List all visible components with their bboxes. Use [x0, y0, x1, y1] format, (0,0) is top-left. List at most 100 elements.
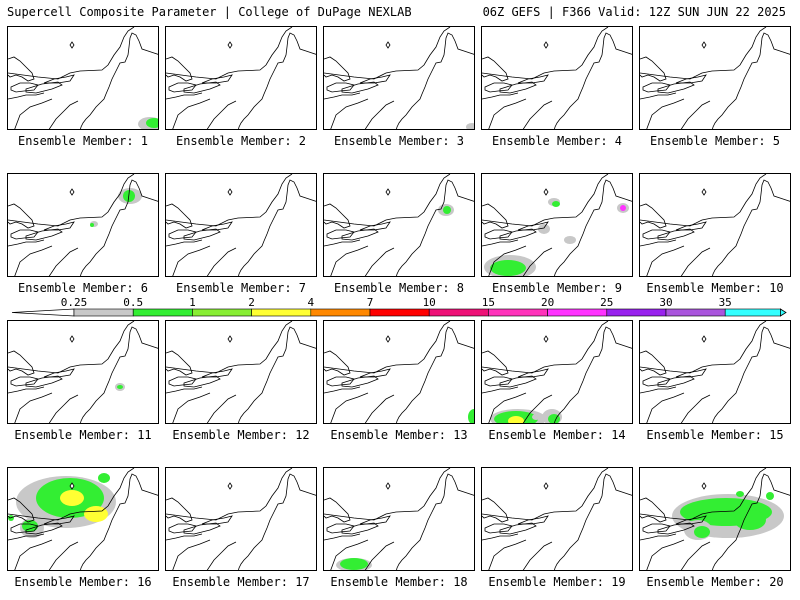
legend-tick-label: 25	[600, 296, 614, 309]
member-map-canvas	[640, 27, 790, 129]
map-outline	[10, 523, 39, 534]
map-outline	[8, 386, 45, 394]
ensemble-member-caption: Ensemble Member: 2	[165, 134, 317, 148]
map-outline	[8, 321, 135, 374]
scp-contour-fill	[490, 260, 526, 276]
member-map-panel	[481, 173, 633, 277]
member-map-canvas	[8, 468, 158, 570]
station-marker-icon	[385, 482, 391, 490]
legend-tick-label: 0.5	[123, 296, 144, 309]
member-map-canvas	[166, 321, 316, 423]
member-number: 12	[295, 428, 310, 442]
map-outline	[554, 32, 632, 129]
map-outline	[326, 523, 355, 534]
member-map-canvas	[324, 321, 474, 423]
map-outline	[80, 326, 158, 423]
station-marker-icon	[543, 335, 549, 343]
map-outline	[640, 239, 677, 247]
ensemble-member-caption: Ensemble Member: 12	[165, 428, 317, 442]
member-number: 7	[298, 281, 307, 295]
scp-contour-fill	[84, 506, 108, 522]
map-outline	[675, 74, 707, 84]
map-outline	[324, 56, 351, 82]
member-number: 15	[769, 428, 784, 442]
map-outline	[326, 376, 355, 387]
member-map-panel	[481, 26, 633, 130]
map-outline	[341, 228, 379, 241]
ensemble-member-caption: Ensemble Member: 1	[7, 134, 159, 148]
station-marker-icon	[69, 188, 75, 196]
map-outline	[364, 394, 395, 423]
caption-prefix: Ensemble Member:	[488, 428, 612, 442]
map-outline	[8, 239, 45, 247]
map-outline	[166, 468, 293, 521]
scp-contour-fill	[22, 520, 38, 532]
legend-swatch	[665, 308, 726, 317]
map-outline	[484, 523, 513, 534]
map-outline	[168, 82, 197, 93]
member-number: 10	[769, 281, 784, 295]
map-outline	[10, 229, 39, 240]
map-outline	[482, 92, 519, 100]
map-outline	[522, 541, 553, 570]
member-map-panel	[165, 26, 317, 130]
map-outline	[8, 92, 45, 100]
member-map-canvas	[482, 468, 632, 570]
map-outline	[712, 32, 790, 129]
map-outline	[80, 473, 158, 570]
member-number: 20	[769, 575, 784, 589]
caption-prefix: Ensemble Member:	[14, 428, 138, 442]
member-map-panel	[639, 173, 791, 277]
map-outline	[8, 56, 35, 82]
map-title: Supercell Composite Parameter | College …	[7, 5, 412, 19]
map-outline	[172, 98, 211, 129]
map-outline	[640, 386, 677, 394]
map-outline	[166, 350, 193, 376]
member-map-panel	[7, 173, 159, 277]
map-outline	[640, 203, 667, 229]
map-outline	[330, 392, 369, 423]
legend-tick-label: 35	[718, 296, 732, 309]
member-number: 4	[614, 134, 623, 148]
scp-contour-fill	[508, 416, 524, 423]
map-outline	[25, 228, 63, 241]
map-outline	[640, 56, 667, 82]
member-map-panel	[165, 173, 317, 277]
map-outline	[499, 375, 537, 388]
map-outline	[8, 350, 35, 376]
ensemble-member-caption: Ensemble Member: 4	[481, 134, 633, 148]
map-outline	[488, 245, 527, 276]
map-outline	[657, 228, 695, 241]
member-number: 6	[140, 281, 149, 295]
map-outline	[359, 74, 391, 84]
map-outline	[326, 82, 355, 93]
member-map-canvas	[640, 321, 790, 423]
map-outline	[499, 522, 537, 535]
map-outline	[482, 321, 609, 374]
map-outline	[341, 81, 379, 94]
map-outline	[166, 386, 203, 394]
legend-tick-label: 10	[422, 296, 436, 309]
map-outline	[484, 229, 513, 240]
map-outline	[166, 497, 193, 523]
map-outline	[326, 229, 355, 240]
map-outline	[206, 541, 237, 570]
scp-contour-fill	[734, 510, 766, 530]
map-outline	[14, 98, 53, 129]
map-outline	[522, 247, 553, 276]
map-outline	[183, 228, 221, 241]
ensemble-member-caption: Ensemble Member: 14	[481, 428, 633, 442]
map-outline	[680, 247, 711, 276]
legend-swatch	[192, 308, 252, 317]
member-map-panel	[639, 26, 791, 130]
map-outline	[484, 376, 513, 387]
ensemble-member-caption: Ensemble Member: 15	[639, 428, 791, 442]
scp-contour-fill	[146, 118, 158, 128]
map-outline	[364, 541, 395, 570]
map-outline	[488, 392, 527, 423]
map-outline	[324, 350, 351, 376]
map-outline	[554, 179, 632, 276]
map-outline	[168, 376, 197, 387]
scp-contour-fill	[694, 526, 710, 538]
map-outline	[517, 515, 549, 525]
